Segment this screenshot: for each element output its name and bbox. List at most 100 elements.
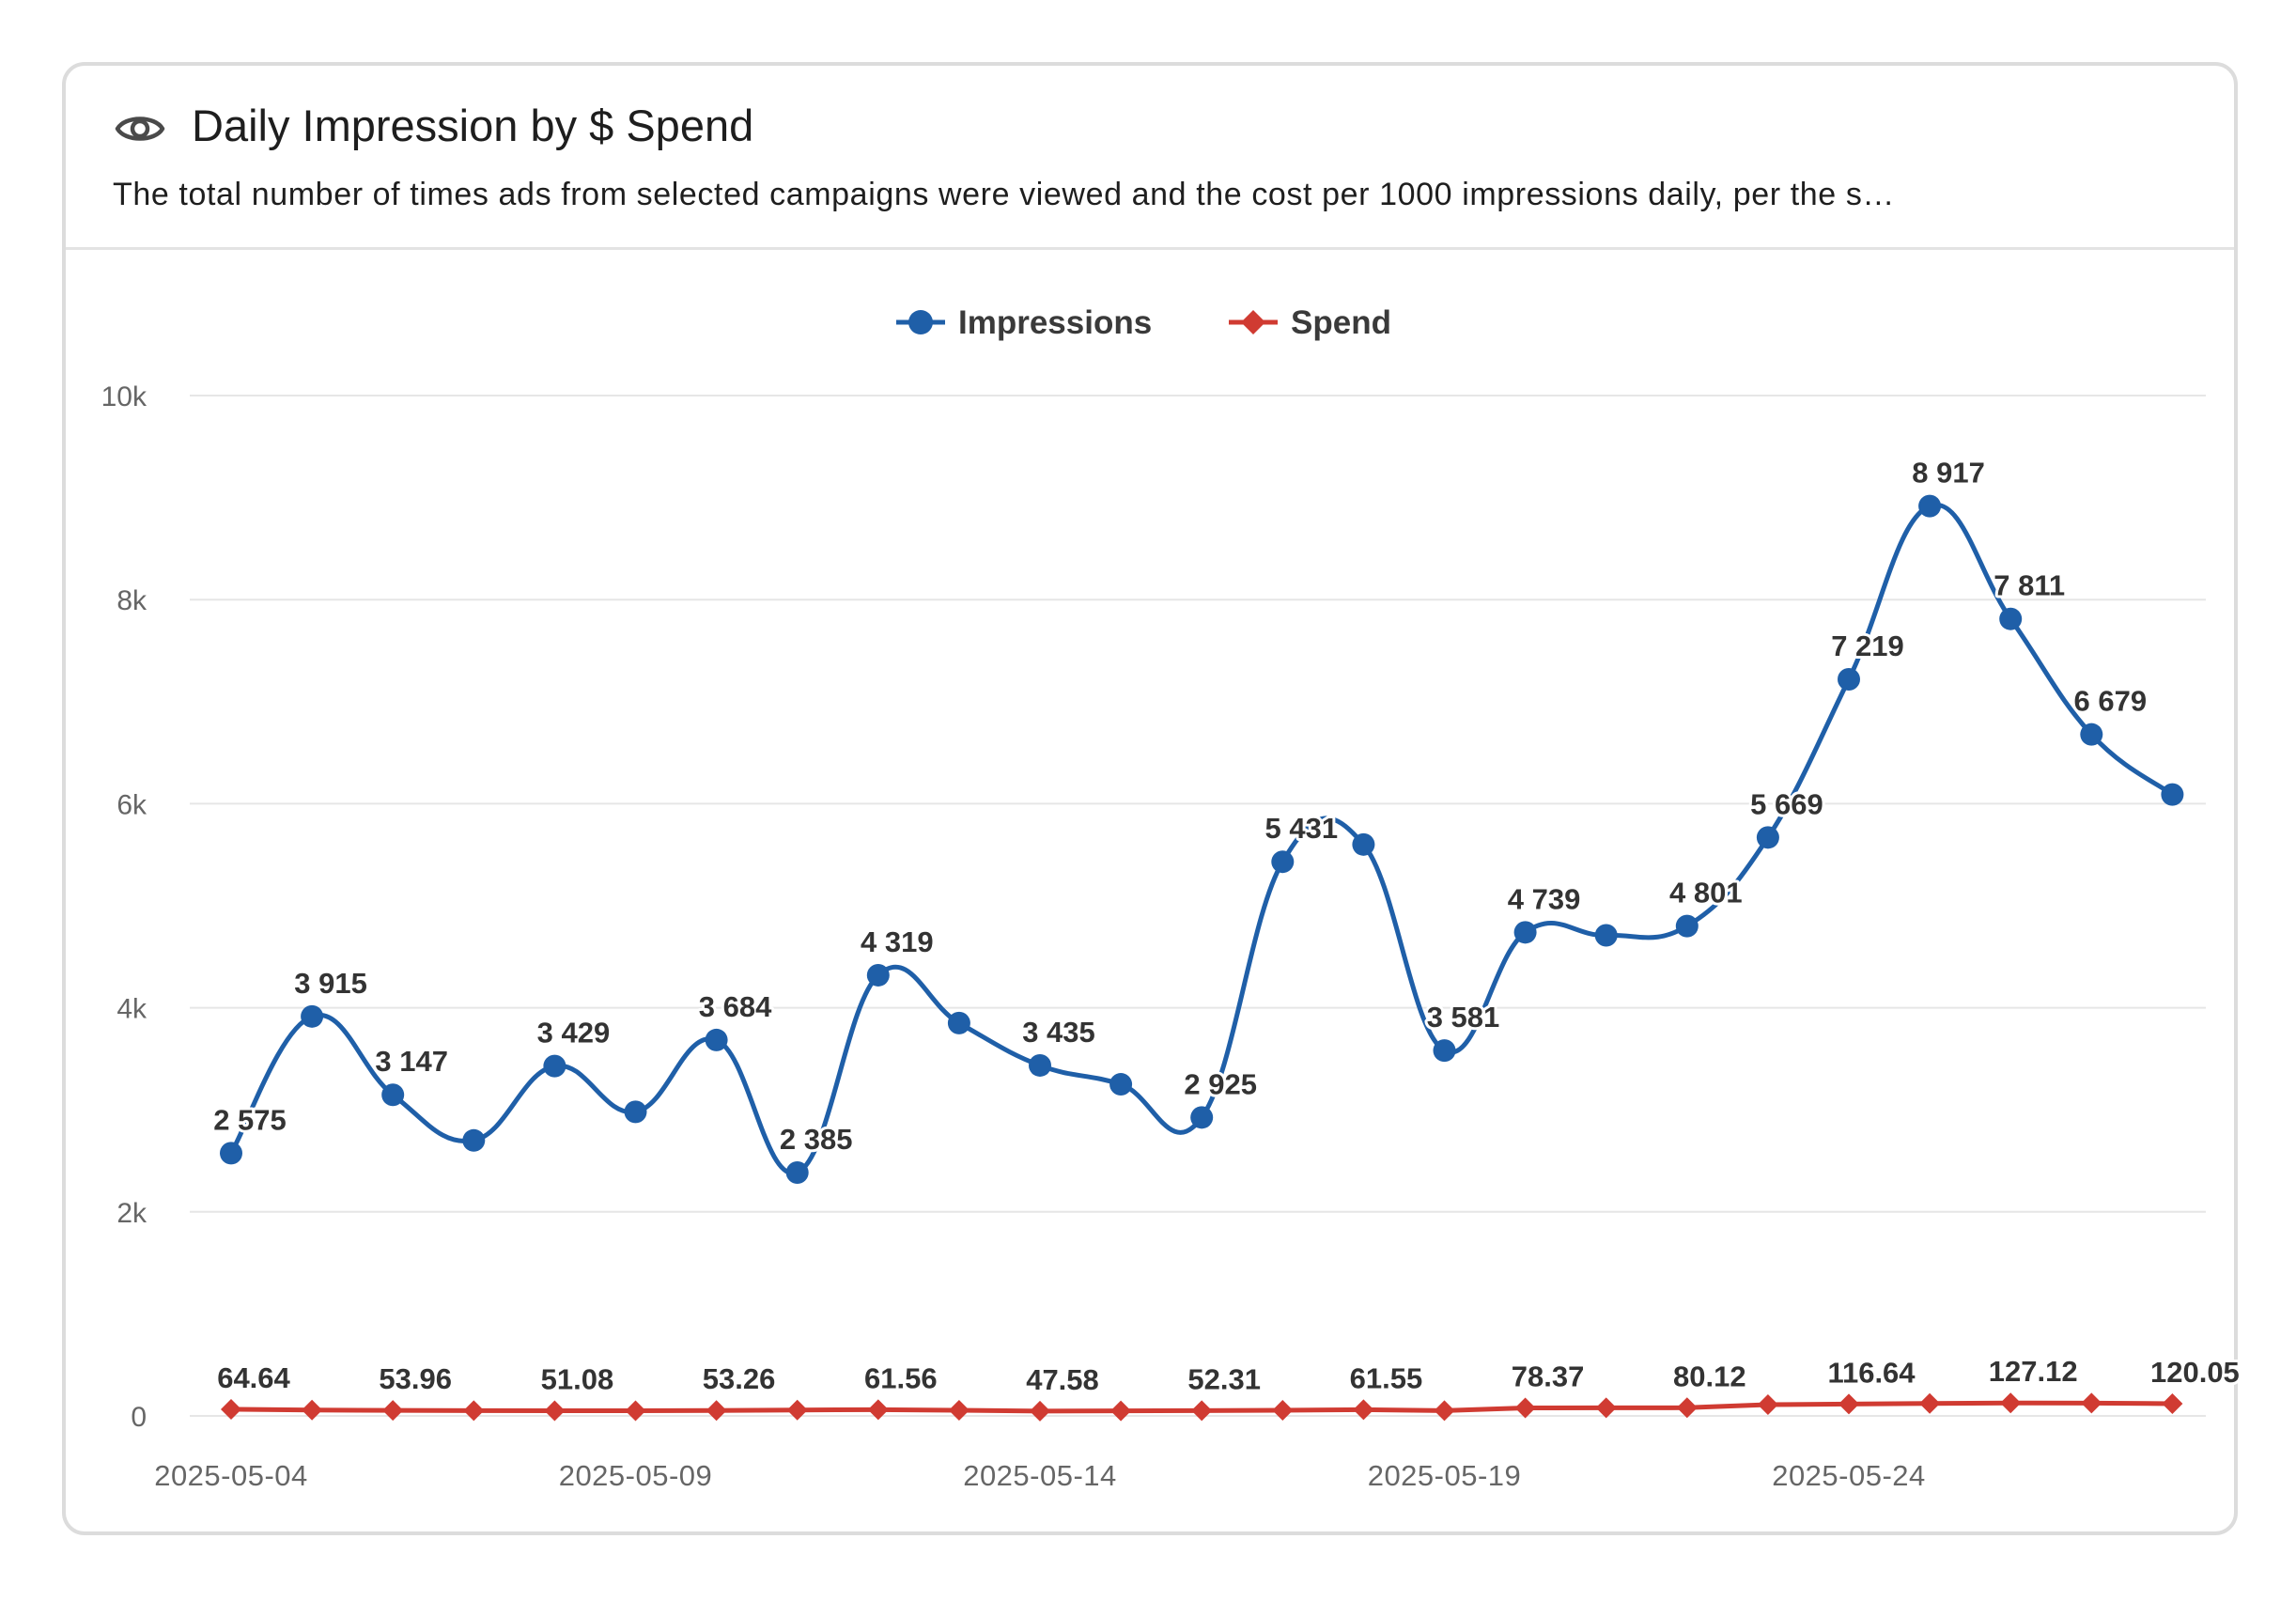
impressions-data-label: 4 319 [861, 925, 934, 958]
legend-spend-marker [1241, 310, 1265, 334]
impressions-point [2080, 723, 2103, 746]
y-tick-label: 8k [116, 585, 147, 616]
spend-point [1838, 1393, 1859, 1415]
impressions-point [1433, 1039, 1456, 1063]
impressions-point [1190, 1106, 1214, 1129]
impressions-point [624, 1100, 647, 1124]
spend-data-label: 52.31 [1187, 1362, 1261, 1395]
card-header: Daily Impression by $ Spend The total nu… [66, 66, 2234, 250]
impressions-data-label: 7 219 [1831, 630, 1904, 662]
impressions-point [1513, 921, 1537, 944]
impressions-data-label: 5 431 [1265, 812, 1339, 845]
spend-point [1514, 1397, 1536, 1419]
x-tick-label: 2025-05-19 [1368, 1459, 1522, 1492]
spend-data-label: 51.08 [541, 1362, 614, 1395]
spend-data-label: 127.12 [1989, 1355, 2078, 1388]
impressions-point [785, 1160, 809, 1184]
spend-data-label: 61.56 [864, 1361, 938, 1394]
spend-point [706, 1400, 727, 1422]
impressions-data-label: 6 679 [2074, 685, 2148, 718]
x-tick-label: 2025-05-14 [963, 1459, 1117, 1492]
grid-lines [190, 395, 2206, 1417]
spend-point [302, 1399, 323, 1421]
spend-point [1272, 1400, 1294, 1422]
spend-point [1434, 1400, 1455, 1422]
impressions-point [1109, 1073, 1133, 1096]
spend-point [1676, 1397, 1698, 1419]
legend-impressions-marker [908, 310, 933, 334]
y-tick-label: 4k [116, 994, 147, 1025]
legend-spend-label: Spend [1291, 304, 1391, 341]
chart-legend: Impressions Spend [896, 304, 1391, 341]
spend-point [382, 1400, 404, 1422]
impressions-point [1756, 826, 1779, 849]
x-tick-label: 2025-05-04 [154, 1459, 308, 1492]
spend-point [1030, 1400, 1050, 1422]
impressions-point [543, 1054, 566, 1078]
impressions-data-label: 4 801 [1669, 877, 1743, 909]
impressions-point [947, 1011, 970, 1034]
impressions-point [381, 1083, 405, 1107]
eye-icon [115, 117, 165, 141]
impressions-point [2161, 783, 2184, 806]
impressions-point [1999, 607, 2023, 630]
impressions-data-label: 2 385 [780, 1123, 853, 1156]
impressions-point [301, 1004, 324, 1028]
impressions-data-label: 2 925 [1184, 1067, 1257, 1100]
spend-point [867, 1399, 889, 1421]
spend-data-label: 47.58 [1026, 1363, 1099, 1396]
spend-point [1919, 1392, 1941, 1414]
spend-data-label: 61.55 [1350, 1361, 1423, 1394]
spend-data-label: 80.12 [1673, 1360, 1746, 1392]
spend-point [2000, 1392, 2022, 1414]
x-tick-label: 2025-05-24 [1772, 1459, 1926, 1492]
impressions-data-label: 8 917 [1912, 457, 1985, 490]
impressions-data-label: 3 684 [699, 990, 772, 1023]
impressions-point [1271, 850, 1295, 874]
spend-data-label: 53.96 [379, 1362, 452, 1395]
chart-subtitle: The total number of times ads from selec… [113, 177, 1896, 212]
y-tick-label: 10k [101, 381, 147, 412]
impressions-data-label: 3 581 [1427, 1001, 1500, 1034]
spend-data-label: 116.64 [1827, 1356, 1916, 1389]
impressions-point [462, 1128, 486, 1152]
spend-data-label: 120.05 [2150, 1356, 2240, 1389]
impressions-point [1352, 832, 1375, 856]
y-tick-label: 0 [131, 1402, 147, 1433]
impressions-point [220, 1142, 242, 1165]
impressions-data-label: 4 739 [1508, 882, 1581, 915]
spend-point [625, 1400, 646, 1422]
spend-point [948, 1400, 970, 1422]
spend-point [221, 1398, 241, 1420]
y-tick-label: 2k [116, 1198, 147, 1229]
legend-impressions-label: Impressions [958, 304, 1152, 341]
impressions-point [1675, 914, 1699, 938]
impressions-point [1029, 1053, 1051, 1077]
impressions-point [1918, 494, 1942, 518]
impressions-data-label: 5 669 [1750, 787, 1823, 820]
impressions-data-label: 3 429 [537, 1017, 611, 1049]
spend-point [1595, 1397, 1617, 1419]
spend-data-label: 78.37 [1512, 1360, 1585, 1392]
impressions-point [1838, 668, 1860, 692]
chart-title: Daily Impression by $ Spend [192, 101, 754, 150]
impressions-data-label: 3 915 [294, 967, 367, 1000]
spend-data-label: 53.26 [703, 1362, 776, 1395]
spend-data-label: 64.64 [217, 1361, 290, 1394]
impressions-data-label: 3 435 [1022, 1016, 1095, 1049]
chart-card: Daily Impression by $ Spend The total nu… [62, 62, 2238, 1535]
spend-point [1110, 1400, 1132, 1422]
impressions-point [705, 1028, 728, 1051]
spend-point [1757, 1394, 1778, 1416]
spend-point [463, 1400, 485, 1422]
impressions-point [866, 963, 890, 987]
spend-point [2081, 1392, 2102, 1414]
spend-point [1191, 1400, 1213, 1422]
x-tick-label: 2025-05-09 [559, 1459, 713, 1492]
impressions-data-label: 2 575 [213, 1103, 287, 1136]
spend-point [786, 1399, 808, 1421]
y-tick-label: 6k [116, 789, 147, 820]
spend-point [1353, 1399, 1374, 1421]
impressions-point [1594, 924, 1618, 947]
